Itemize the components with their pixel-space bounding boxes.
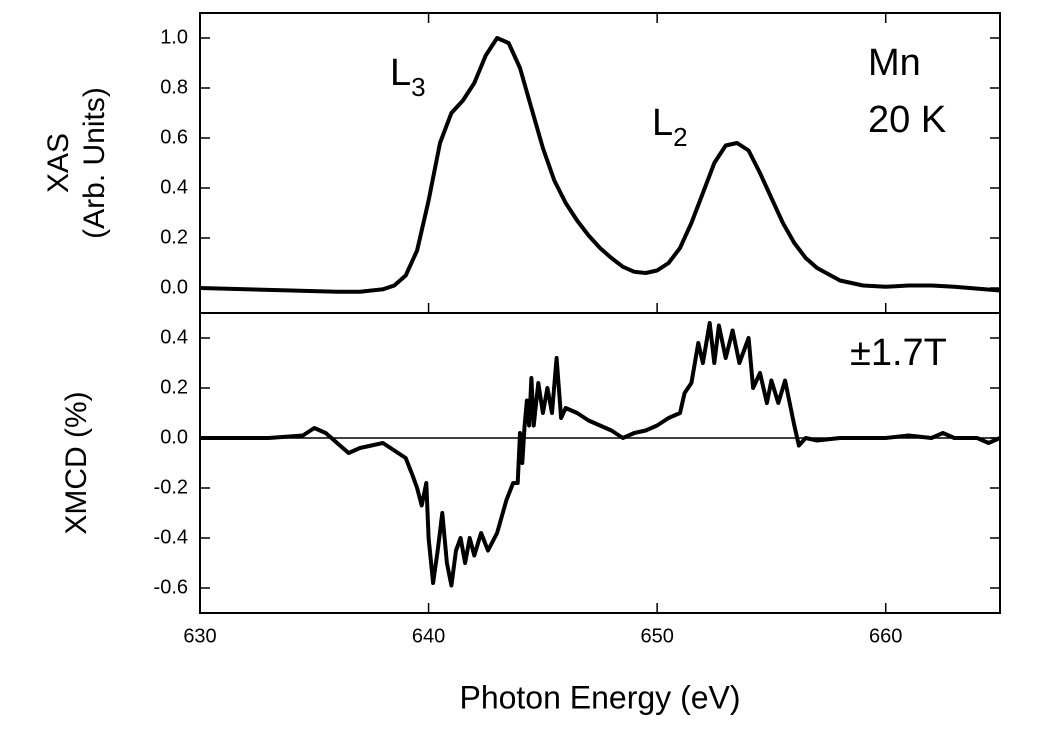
x-tick-label: 630 [183, 625, 216, 647]
y-tick-label: -0.4 [154, 526, 188, 548]
y-tick-label: 0.0 [160, 276, 188, 298]
y-tick-label: 1.0 [160, 26, 188, 48]
y-tick-label: 0.4 [160, 326, 188, 348]
y-tick-label: 0.6 [160, 126, 188, 148]
plot-frame [199, 312, 1001, 614]
x-axis-label: Photon Energy (eV) [459, 679, 740, 715]
data-line [200, 321, 1001, 588]
y-tick-label: -0.6 [154, 576, 188, 598]
y-tick-label: 0.0 [160, 426, 188, 448]
y-axis-label: XMCD (%) [60, 391, 93, 534]
y-tick-label: 0.2 [160, 226, 188, 248]
x-tick-label: 650 [640, 625, 673, 647]
annotation: ±1.7T [850, 332, 947, 374]
annotation-text: L [390, 52, 411, 94]
y-axis-label: (Arb. Units) [78, 87, 111, 239]
data-line [199, 36, 1001, 294]
annotation: L3 [390, 52, 426, 102]
x-tick-label: 640 [412, 625, 445, 647]
annotation-text: ±1.7T [850, 332, 947, 374]
x-tick-label: 660 [869, 625, 902, 647]
annotation-text: L [652, 102, 673, 144]
y-tick-label: 0.4 [160, 176, 188, 198]
annotation-text: 20 K [868, 99, 946, 141]
y-axis-label: XAS [42, 133, 75, 193]
annotation-text: Mn [868, 42, 921, 84]
y-tick-label: 0.2 [160, 376, 188, 398]
y-tick-label: 0.8 [160, 76, 188, 98]
annotation-subscript: 2 [673, 122, 687, 152]
annotation: Mn [868, 42, 921, 84]
annotation: L2 [652, 102, 688, 152]
annotation: 20 K [868, 99, 946, 141]
y-tick-label: -0.2 [154, 476, 188, 498]
annotation-subscript: 3 [411, 72, 425, 102]
